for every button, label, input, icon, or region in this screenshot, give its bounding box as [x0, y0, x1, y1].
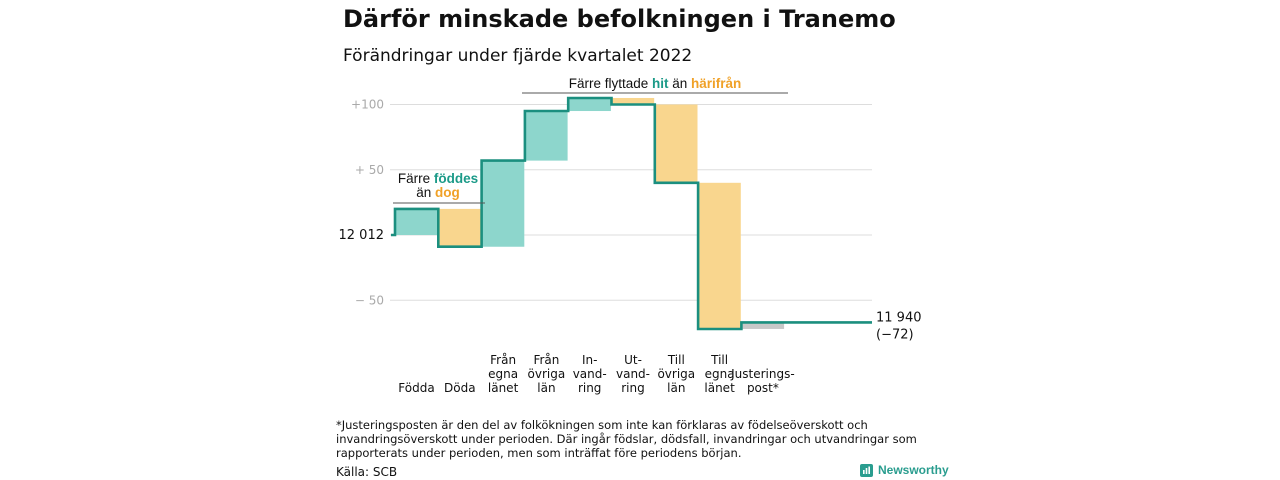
- x-category-label: ring: [578, 381, 602, 395]
- end-value-label: 11 940: [876, 310, 922, 325]
- start-value-label: 12 012: [339, 228, 385, 243]
- y-tick-label: − 50: [355, 293, 384, 307]
- brand-logo: Newsworthy: [860, 463, 949, 477]
- waterfall-bar: [568, 97, 611, 112]
- x-category-label: län: [667, 381, 685, 395]
- x-category-label: län: [537, 381, 555, 395]
- x-category-label: ring: [621, 381, 645, 395]
- annotation-births: Färre föddes: [398, 171, 478, 186]
- chart-subtitle: Förändringar under fjärde kvartalet 2022: [343, 46, 693, 66]
- waterfall-bar: [524, 111, 568, 161]
- x-category-label: In-: [582, 353, 597, 367]
- annotation-migration: Färre flyttade hit än härifrån: [569, 76, 742, 91]
- end-change-label: (−72): [876, 327, 914, 342]
- x-category-label: Till: [710, 353, 728, 367]
- source-note: Källa: SCB: [336, 465, 398, 479]
- footnote: *Justeringsposten är den del av folkökni…: [336, 418, 917, 460]
- running-total-line: [391, 96, 872, 331]
- x-category-label: Födda: [398, 381, 434, 395]
- x-category-label: Ut-: [624, 353, 642, 367]
- x-category-label: länet: [704, 381, 735, 395]
- x-category-label: Från: [533, 353, 559, 367]
- x-category-label: Justerings-: [730, 367, 795, 381]
- annotation-deaths: än dog: [416, 185, 460, 200]
- waterfall-bar: [741, 322, 785, 329]
- waterfall-bar: [611, 97, 655, 105]
- waterfall-bar: [481, 160, 525, 247]
- x-category-label: övriga: [657, 367, 695, 381]
- y-tick-label: + 50: [355, 163, 384, 177]
- x-category-label: länet: [488, 381, 519, 395]
- x-category-label: vand-: [616, 367, 650, 381]
- x-category-label: Från: [490, 353, 516, 367]
- x-category-label: Till: [667, 353, 685, 367]
- chart-title: Därför minskade befolkningen i Tranemo: [343, 5, 896, 33]
- y-tick-label: +100: [351, 98, 384, 112]
- waterfall-bar: [395, 208, 438, 235]
- x-category-label: post*: [747, 381, 779, 395]
- x-category-label: Döda: [444, 381, 476, 395]
- x-category-label: egna: [705, 367, 735, 381]
- chart-logo-icon: [860, 463, 873, 477]
- x-category-label: vand-: [573, 367, 607, 381]
- x-category-label: övriga: [528, 367, 566, 381]
- waterfall-chart: +100 + 50 − 50 12 012 11 940 (−72) Födda Döda Fr…: [339, 76, 922, 395]
- waterfall-bar: [438, 208, 481, 247]
- waterfall-bar: [698, 182, 741, 329]
- brand-name: Newsworthy: [878, 463, 949, 477]
- waterfall-bar: [654, 104, 698, 183]
- x-category-label: egna: [488, 367, 518, 381]
